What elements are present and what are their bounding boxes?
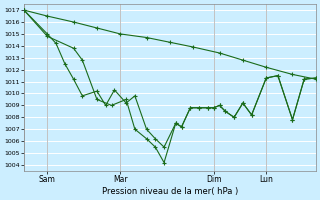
X-axis label: Pression niveau de la mer( hPa ): Pression niveau de la mer( hPa ) [102, 187, 238, 196]
